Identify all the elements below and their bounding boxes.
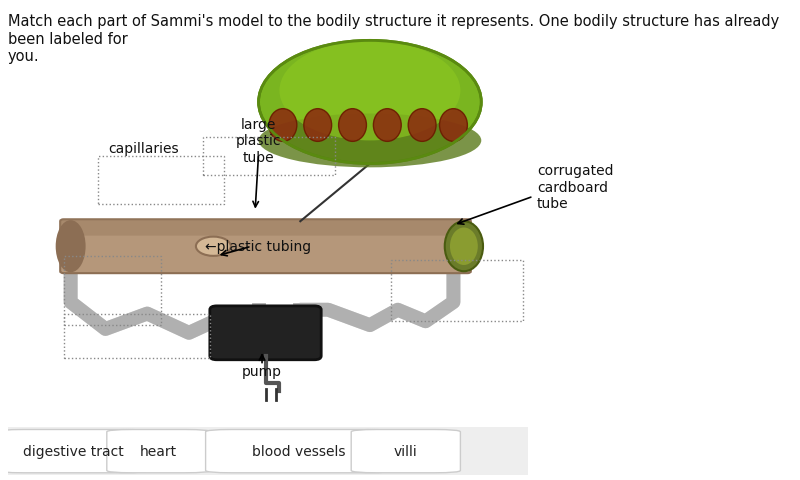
FancyBboxPatch shape bbox=[60, 220, 471, 274]
Bar bbox=[98, 156, 224, 204]
FancyBboxPatch shape bbox=[0, 426, 538, 476]
FancyBboxPatch shape bbox=[206, 430, 393, 473]
Text: capillaries: capillaries bbox=[109, 142, 179, 156]
Circle shape bbox=[196, 237, 230, 256]
Ellipse shape bbox=[304, 109, 332, 142]
Ellipse shape bbox=[269, 109, 297, 142]
Text: heart: heart bbox=[140, 444, 178, 458]
Text: Match each part of Sammi's model to the bodily structure it represents. One bodi: Match each part of Sammi's model to the … bbox=[8, 14, 779, 64]
FancyBboxPatch shape bbox=[210, 306, 321, 360]
Bar bbox=[64, 314, 210, 358]
Bar bbox=[391, 260, 523, 322]
Text: blood vessels: blood vessels bbox=[253, 444, 346, 458]
FancyBboxPatch shape bbox=[107, 430, 211, 473]
Circle shape bbox=[258, 41, 482, 164]
Ellipse shape bbox=[57, 222, 85, 272]
FancyBboxPatch shape bbox=[0, 430, 149, 473]
Ellipse shape bbox=[374, 109, 402, 142]
Text: villi: villi bbox=[394, 444, 418, 458]
Text: pump: pump bbox=[242, 364, 282, 379]
FancyBboxPatch shape bbox=[60, 220, 471, 236]
Ellipse shape bbox=[445, 222, 483, 272]
Ellipse shape bbox=[450, 228, 478, 265]
Text: large
plastic
tube: large plastic tube bbox=[236, 118, 282, 164]
Bar bbox=[203, 137, 335, 176]
FancyBboxPatch shape bbox=[351, 430, 460, 473]
Ellipse shape bbox=[439, 109, 467, 142]
Bar bbox=[64, 256, 161, 325]
Ellipse shape bbox=[338, 109, 366, 142]
Ellipse shape bbox=[408, 109, 436, 142]
Text: digestive tract: digestive tract bbox=[22, 444, 123, 458]
FancyBboxPatch shape bbox=[1, 30, 711, 421]
Text: corrugated
cardboard
tube: corrugated cardboard tube bbox=[537, 164, 614, 210]
Ellipse shape bbox=[258, 114, 482, 168]
Circle shape bbox=[279, 41, 461, 141]
Text: ←plastic tubing: ←plastic tubing bbox=[206, 240, 312, 254]
